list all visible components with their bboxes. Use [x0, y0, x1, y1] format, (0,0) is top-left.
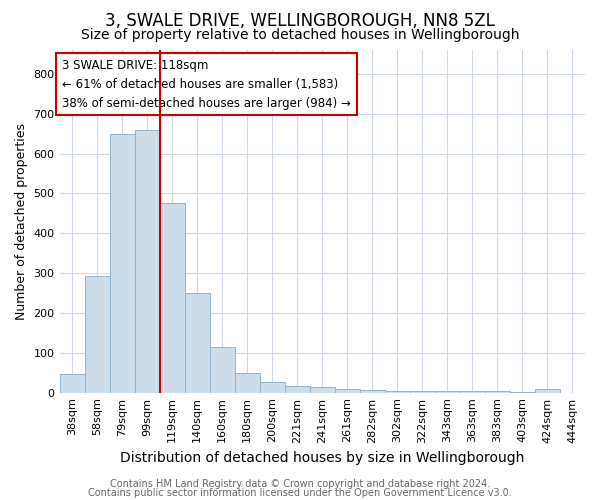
Bar: [209, 347, 235, 393]
Y-axis label: Number of detached properties: Number of detached properties: [15, 123, 28, 320]
Bar: [435, 390, 460, 392]
Bar: [110, 134, 134, 392]
Text: 3 SWALE DRIVE: 118sqm
← 61% of detached houses are smaller (1,583)
38% of semi-d: 3 SWALE DRIVE: 118sqm ← 61% of detached …: [62, 58, 351, 110]
Bar: [310, 387, 335, 392]
Bar: [134, 130, 160, 392]
Bar: [59, 374, 85, 392]
Text: Size of property relative to detached houses in Wellingborough: Size of property relative to detached ho…: [81, 28, 519, 42]
Bar: [185, 293, 209, 392]
Bar: [235, 373, 260, 392]
Bar: [485, 391, 510, 392]
Bar: [360, 390, 385, 392]
Text: Contains public sector information licensed under the Open Government Licence v3: Contains public sector information licen…: [88, 488, 512, 498]
Bar: [335, 390, 360, 392]
Text: Contains HM Land Registry data © Crown copyright and database right 2024.: Contains HM Land Registry data © Crown c…: [110, 479, 490, 489]
Bar: [460, 391, 485, 392]
Bar: [285, 386, 310, 392]
Bar: [535, 390, 560, 392]
Bar: [410, 390, 435, 392]
Bar: [260, 382, 285, 392]
Bar: [160, 204, 185, 392]
Bar: [385, 390, 410, 392]
Text: 3, SWALE DRIVE, WELLINGBOROUGH, NN8 5ZL: 3, SWALE DRIVE, WELLINGBOROUGH, NN8 5ZL: [105, 12, 495, 30]
X-axis label: Distribution of detached houses by size in Wellingborough: Distribution of detached houses by size …: [120, 451, 524, 465]
Bar: [85, 276, 110, 392]
